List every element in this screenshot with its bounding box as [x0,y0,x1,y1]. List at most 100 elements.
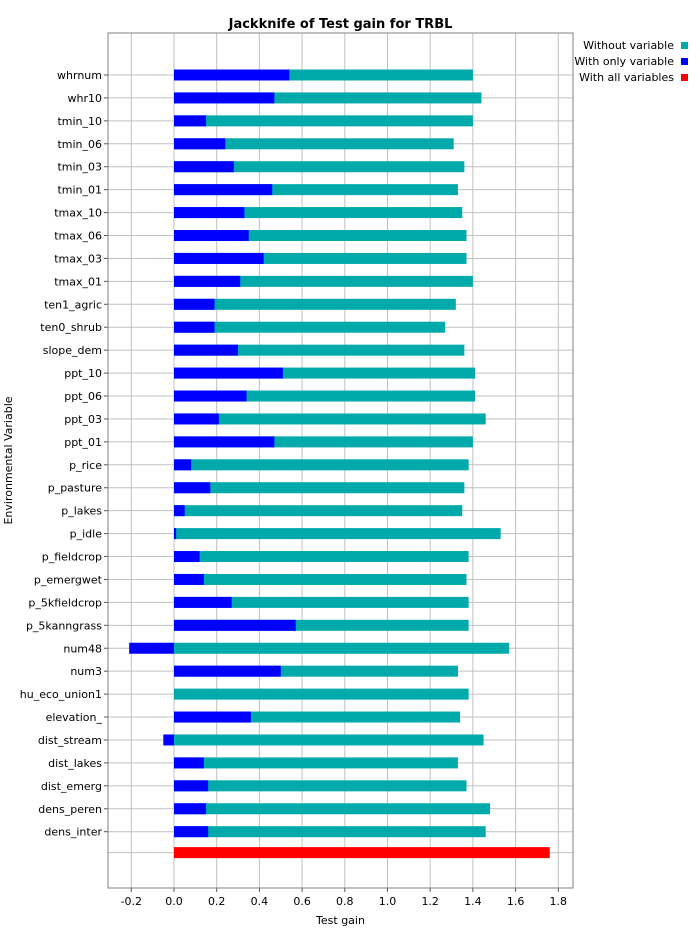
category-label: num3 [70,665,102,678]
bar-without-variable [174,69,473,81]
bar-with-only-variable [174,780,209,792]
bar-with-only-variable [174,321,215,333]
bar-with-only-variable [174,252,264,264]
bar-without-variable [174,138,454,150]
bar-without-variable [174,642,510,654]
bar-without-variable [174,619,469,631]
legend-swatch [681,58,688,65]
bar-without-variable [174,321,446,333]
category-label: dens_peren [38,803,102,816]
x-tick-label: 1.6 [507,895,525,908]
category-label: ppt_03 [64,413,102,426]
bar-with-only-variable [174,505,185,517]
bar-without-variable [174,184,458,196]
bar-with-only-variable [174,275,241,287]
bar-with-only-variable [174,390,247,402]
category-label: tmin_01 [57,184,102,197]
bar-with-only-variable [174,573,204,585]
x-tick-label: 0.0 [165,895,183,908]
x-tick-label: 1.4 [464,895,482,908]
category-label: ppt_06 [64,390,102,403]
bar-without-variable [174,92,482,104]
bar-without-variable [174,665,458,677]
bar-with-only-variable [174,757,204,769]
bar-with-only-variable [174,184,273,196]
bar-without-variable [174,551,469,563]
x-tick-label: 0.8 [336,895,354,908]
bar-with-only-variable [174,711,251,723]
x-tick-label: 0.2 [208,895,226,908]
bar-without-variable [174,482,465,494]
category-label: p_lakes [61,505,102,518]
bar-without-variable [174,459,469,471]
category-label: tmax_01 [54,275,102,288]
category-label: tmax_10 [54,207,102,220]
bar-with-only-variable [174,230,249,242]
bar-without-variable [174,207,463,219]
y-axis-label: Environmental Variable [2,396,15,524]
bar-without-variable [174,252,467,264]
bar-with-only-variable [174,551,200,563]
category-label: p_pasture [48,482,103,495]
bar-without-variable [174,230,467,242]
bar-with-only-variable [174,161,234,173]
bar-without-variable [174,115,473,127]
x-tick-label: 0.6 [293,895,311,908]
x-axis-label: Test gain [315,914,365,927]
bar-without-variable [174,344,465,356]
category-label: ppt_01 [64,436,102,449]
category-label: dens_inter [44,826,102,839]
bar-with-only-variable [174,803,207,815]
bar-without-variable [174,803,490,815]
bar-with-only-variable [174,115,207,127]
bar-with-only-variable [174,69,290,81]
bar-with-only-variable [174,367,283,379]
bar-without-variable [174,734,484,746]
category-label: ten1_agric [44,298,102,311]
category-label: tmin_06 [57,138,102,151]
category-label: tmin_03 [57,161,102,174]
x-tick-label: 0.4 [251,895,269,908]
bar-without-variable [174,711,461,723]
category-label: ten0_shrub [40,321,102,334]
bar-without-variable [174,413,486,425]
legend-label: Without variable [583,39,674,52]
bar-with-only-variable [129,642,174,654]
category-label: dist_emerg [41,780,102,793]
bar-with-only-variable [174,344,239,356]
bar-with-only-variable [174,298,215,310]
bar-without-variable [174,436,473,448]
category-label: tmin_10 [57,115,102,128]
bar-without-variable [174,298,456,310]
axes [104,32,574,892]
bar-with-only-variable [174,207,245,219]
category-label: p_5kfieldcrop [28,596,102,609]
legend-swatch [681,74,688,81]
bar-with-only-variable [174,459,192,471]
bar-with-only-variable [174,528,177,540]
bar-with-all-variables [174,847,550,859]
bars [129,69,550,859]
category-label: dist_lakes [48,757,102,770]
category-label: num48 [63,642,102,655]
legend-label: With all variables [579,71,674,84]
bar-without-variable [174,596,469,608]
bar-with-only-variable [174,436,275,448]
category-label: slope_dem [43,344,102,357]
category-label: p_idle [70,528,103,541]
category-label: hu_eco_union1 [20,688,102,701]
bar-without-variable [174,688,469,700]
legend: Without variable With only variable With a… [574,39,688,84]
category-label: p_5kanngrass [26,619,102,632]
category-label: whrnum [57,69,102,82]
chart-title: Jackknife of Test gain for TRBL [228,17,453,32]
bar-without-variable [174,528,501,540]
bar-with-only-variable [163,734,174,746]
category-label: p_fieldcrop [42,551,102,564]
category-labels: whrnum whr10 tmin_10 tmin_06 tmin_03 tmin_01t… [20,69,103,839]
bar-without-variable [174,367,476,379]
bar-without-variable [174,757,458,769]
x-tick-label: 1.0 [379,895,397,908]
bar-with-only-variable [174,619,296,631]
bar-without-variable [174,275,473,287]
